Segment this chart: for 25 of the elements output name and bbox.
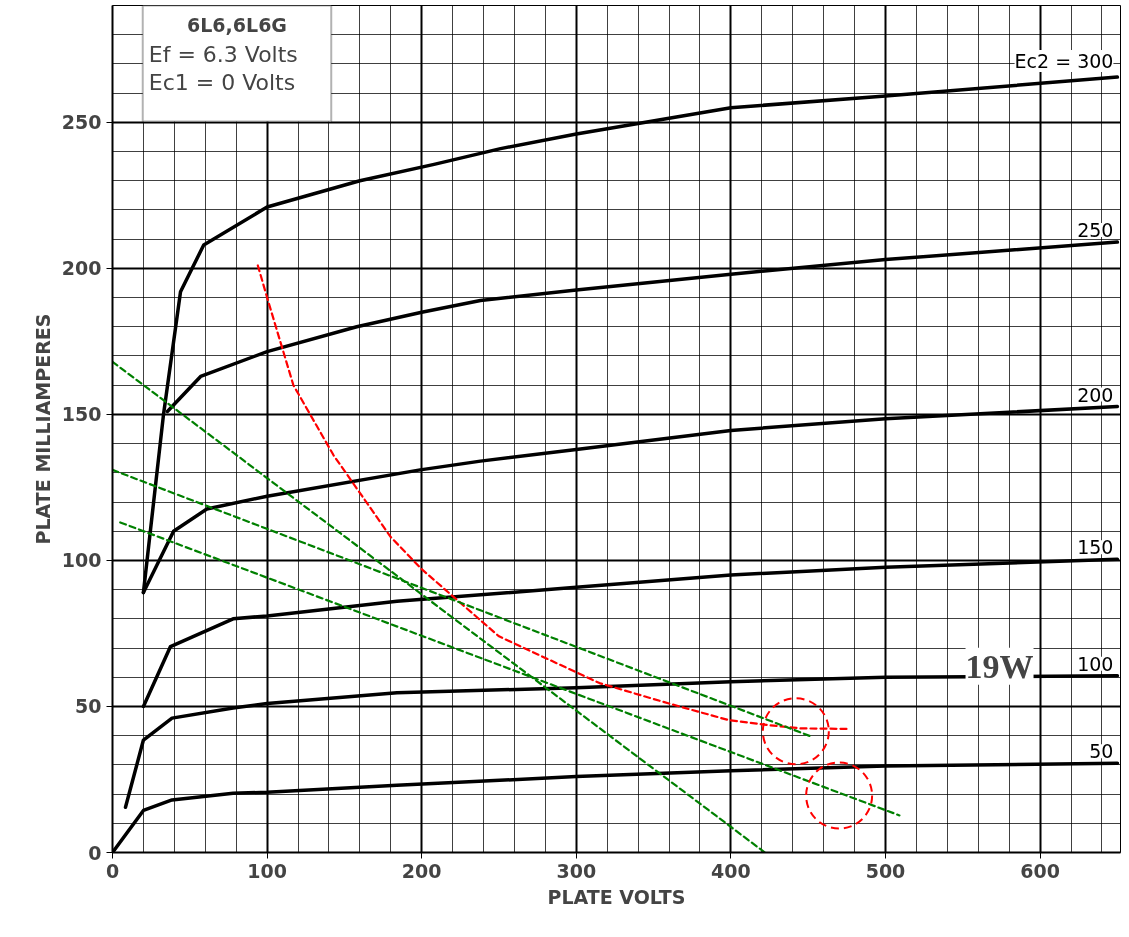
- chart-title: 6L6,6L6G: [187, 13, 287, 36]
- y-tick-label: 100: [61, 549, 102, 572]
- annotation: Ef = 6.3 Volts: [148, 41, 298, 67]
- x-tick-label: 100: [247, 859, 287, 882]
- y-tick-label: 50: [75, 695, 102, 718]
- series-label: 200: [1077, 383, 1114, 406]
- annotation: 19W: [965, 647, 1034, 685]
- series-label: 100: [1077, 652, 1114, 675]
- x-tick-label: 600: [1020, 859, 1060, 882]
- series-label: 250: [1077, 219, 1114, 242]
- x-tick-label: 0: [105, 859, 120, 882]
- x-tick-label: 400: [711, 859, 751, 882]
- y-tick-label: 150: [61, 403, 102, 426]
- series-label: Ec2 = 300: [1014, 50, 1114, 73]
- series-label: 50: [1089, 740, 1114, 763]
- x-tick-label: 300: [556, 859, 597, 882]
- x-tick-label: 200: [401, 859, 442, 882]
- annotation: Ec1 = 0 Volts: [148, 69, 296, 95]
- x-tick-label: 500: [865, 859, 906, 882]
- x-axis-title: PLATE VOLTS: [547, 885, 686, 908]
- y-tick-label: 0: [88, 841, 102, 864]
- y-tick-label: 250: [61, 111, 102, 134]
- y-axis-title: PLATE MILLIAMPERES: [31, 313, 54, 545]
- y-tick-label: 200: [61, 257, 102, 280]
- series-label: 150: [1077, 536, 1114, 559]
